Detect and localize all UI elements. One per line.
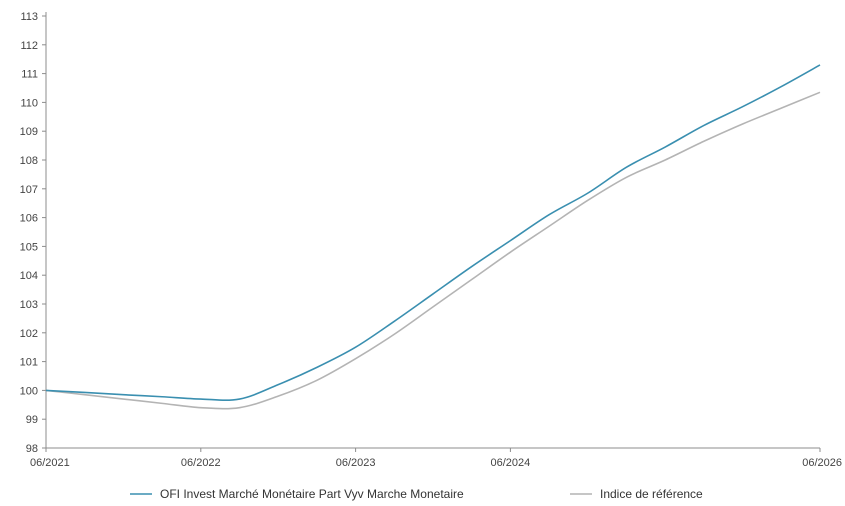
legend-label: OFI Invest Marché Monétaire Part Vyv Mar… <box>160 487 464 501</box>
legend-label: Indice de référence <box>600 487 703 501</box>
y-tick-label: 107 <box>20 184 38 196</box>
y-tick-label: 100 <box>20 385 38 397</box>
y-tick-label: 99 <box>26 414 38 426</box>
x-tick-label: 06/2026 <box>802 457 842 469</box>
axes: 98 99 100 101 102 103 104 105 106 107 108 109 110 111… <box>20 11 842 469</box>
y-tick-label: 110 <box>20 97 38 109</box>
x-tick-label: 06/2023 <box>336 457 376 469</box>
series-lines <box>45 64 821 410</box>
y-tick-label: 103 <box>20 299 38 311</box>
series-line <box>45 64 821 401</box>
series-line <box>45 91 821 410</box>
y-tick-label: 109 <box>20 126 38 138</box>
y-tick-label: 108 <box>20 155 38 167</box>
y-tick-label: 101 <box>20 357 38 369</box>
y-tick-label: 102 <box>20 328 38 340</box>
y-tick-label: 105 <box>20 241 38 253</box>
x-tick-label: 06/2021 <box>30 457 70 469</box>
y-tick-label: 98 <box>26 443 38 455</box>
legend: OFI Invest Marché Monétaire Part Vyv Mar… <box>130 487 703 501</box>
y-tick-label: 112 <box>20 40 38 52</box>
y-tick-label: 106 <box>20 213 38 225</box>
y-tick-label: 113 <box>20 11 38 23</box>
x-tick-label: 06/2022 <box>181 457 221 469</box>
y-tick-label: 104 <box>20 270 38 282</box>
x-tick-label: 06/2024 <box>491 457 531 469</box>
y-tick-label: 111 <box>21 69 38 81</box>
